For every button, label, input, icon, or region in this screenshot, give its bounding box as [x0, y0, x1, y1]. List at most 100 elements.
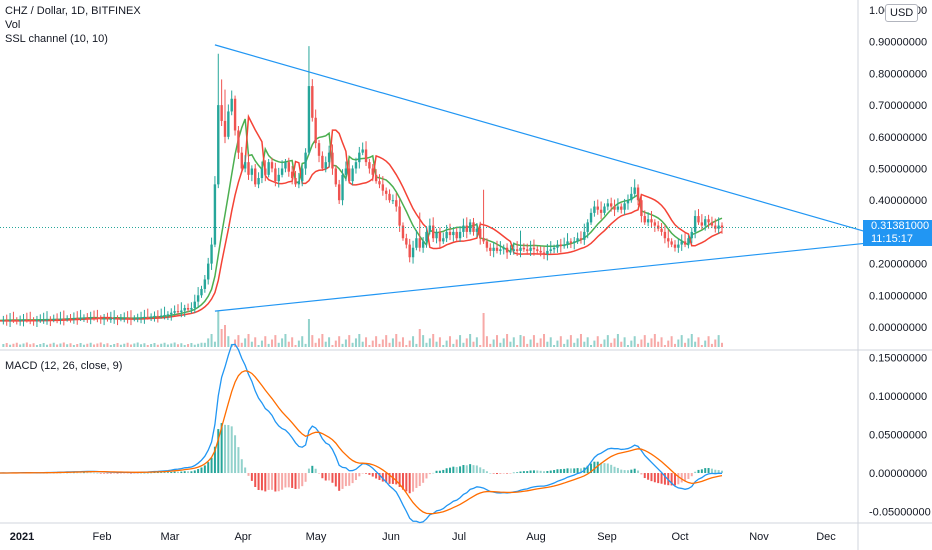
candle-body: [277, 174, 280, 182]
volume-bar: [553, 345, 556, 347]
macd-histogram-bar: [136, 473, 139, 474]
candle-body: [512, 249, 515, 251]
macd-histogram-bar: [647, 473, 650, 480]
volume-bar: [328, 337, 331, 347]
candle-body: [106, 318, 109, 320]
macd-label[interactable]: MACD (12, 26, close, 9): [5, 360, 123, 372]
volume-bar: [499, 342, 502, 347]
candle-body: [599, 209, 603, 213]
candle-body: [626, 200, 630, 204]
macd-histogram-bar: [297, 473, 300, 489]
volume-bar: [173, 342, 176, 347]
candle-body: [650, 219, 653, 223]
trendlines[interactable]: [0, 44, 884, 312]
last-price: 0.31381000: [871, 220, 930, 232]
macd-histogram-bar: [586, 465, 589, 474]
candle-body: [116, 318, 119, 320]
macd-histogram-bar: [623, 470, 626, 474]
candle-body: [368, 162, 371, 169]
candle-body: [509, 250, 512, 253]
volume-bar: [613, 338, 616, 347]
macd-histogram-bar: [677, 473, 680, 485]
macd-histogram-bar: [395, 473, 398, 485]
candle-body: [39, 320, 42, 322]
volume-bar: [445, 340, 448, 347]
candle-body: [653, 222, 657, 226]
volume-bar: [398, 341, 401, 347]
time-tick-label: Jul: [452, 531, 466, 543]
macd-histogram-bar: [307, 468, 310, 474]
candle-body: [408, 244, 411, 258]
candle-body: [210, 244, 213, 264]
macd-histogram-bar: [82, 472, 85, 474]
macd-histogram-bar: [600, 462, 603, 474]
candle-body: [227, 111, 230, 137]
volume-bar: [331, 345, 334, 347]
candle-body: [69, 318, 72, 320]
macd-histogram-bar: [573, 468, 576, 474]
candle-body: [337, 184, 341, 201]
macd-histogram-bar: [203, 465, 206, 474]
volume-bar: [536, 342, 539, 347]
macd-histogram-bar: [223, 424, 226, 474]
candle-body: [714, 225, 717, 229]
last-price-tag: 0.31381000 11:15:17: [863, 220, 932, 246]
volume-bar: [539, 338, 542, 347]
volume-bar: [509, 341, 512, 347]
macd-histogram-bar: [368, 473, 371, 475]
ssl-down-line: [0, 113, 723, 322]
candle-body: [133, 318, 136, 320]
currency-button[interactable]: USD: [885, 4, 919, 22]
volume-bar: [42, 343, 45, 347]
macd-histogram-bar: [361, 473, 364, 474]
candle-body: [207, 263, 210, 280]
time-tick-label: Dec: [816, 531, 836, 543]
volume-bar: [371, 340, 374, 347]
candle-body: [448, 231, 452, 236]
volume-bar: [415, 343, 418, 347]
volume-bar: [56, 344, 59, 347]
macd-histogram-bar: [176, 471, 179, 474]
macd-histogram-bar: [277, 473, 280, 492]
candle-body: [405, 238, 408, 245]
macd-histogram-bar: [193, 470, 196, 474]
macd-histogram-bar: [89, 472, 92, 474]
macd-histogram-bar: [271, 473, 274, 490]
volume-bar: [109, 345, 112, 347]
macd-histogram-bar: [438, 470, 441, 474]
price-tick-label: 0.80000000: [869, 68, 927, 80]
candle-body: [72, 318, 76, 320]
candle-body: [552, 247, 556, 250]
candle-body: [304, 152, 307, 169]
volume-bar: [721, 342, 723, 347]
symbol-label[interactable]: CHZ / Dollar, 1D, BITFINEX: [5, 5, 141, 17]
candle-body: [609, 203, 613, 207]
volume-bar: [620, 341, 623, 347]
volume-bar: [153, 343, 156, 347]
volume-bar: [39, 344, 42, 347]
candle-body: [270, 162, 274, 169]
candle-body: [42, 319, 45, 321]
volume-bar: [358, 334, 361, 347]
ssl-label[interactable]: SSL channel (10, 10): [5, 33, 108, 45]
macd-histogram-bar: [311, 465, 314, 474]
volume-label[interactable]: Vol: [5, 19, 21, 31]
candle-body: [381, 184, 385, 191]
candle-body: [704, 219, 707, 226]
ssl-up-line: [0, 118, 723, 322]
macd-histogram-bar: [254, 473, 257, 487]
macd-tick-label: -0.05000000: [869, 506, 931, 518]
macd-histogram-bar: [381, 473, 384, 482]
candle-body: [690, 231, 693, 239]
macd-histogram-bar: [422, 473, 425, 483]
volume-bar: [32, 343, 35, 347]
candle-body: [170, 312, 173, 315]
volume-bar: [519, 335, 522, 347]
volume-bar: [485, 336, 488, 347]
volume-bar: [29, 344, 32, 347]
volume-bar: [5, 343, 8, 347]
volume-bar: [472, 341, 475, 347]
macd-histogram-bar: [69, 472, 72, 474]
macd-histogram-bar: [375, 473, 378, 479]
